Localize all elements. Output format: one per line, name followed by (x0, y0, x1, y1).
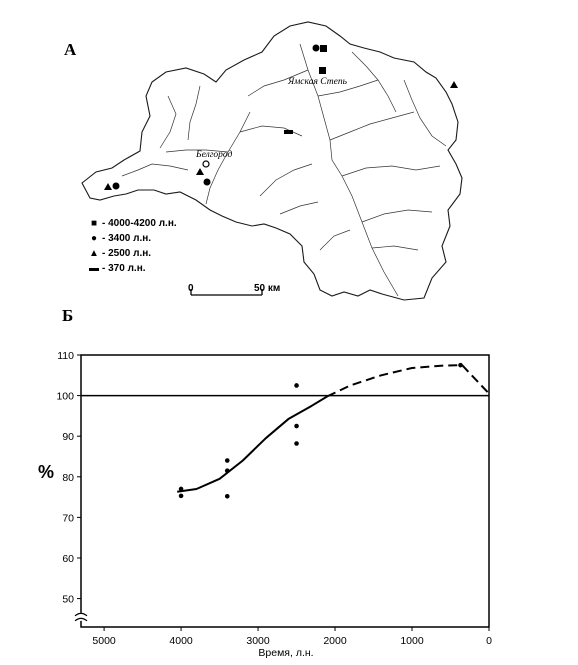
region-map: Белгород Ямская Степь 0 50 км (81, 21, 463, 301)
data-point (178, 493, 184, 499)
site-marker-dash (284, 130, 293, 134)
y-tick-label: 60 (62, 553, 74, 565)
data-point (294, 441, 299, 446)
panel-b-label: Б (62, 306, 74, 325)
legend-item-3400: ● - 3400 л.н. (88, 233, 151, 244)
site-marker-triangle (196, 168, 204, 175)
plot-frame (80, 354, 490, 628)
city-marker (202, 160, 210, 168)
x-tick-label: 1000 (400, 635, 424, 647)
region-outline (81, 21, 463, 301)
x-tick-label: 4000 (169, 635, 193, 647)
dash-icon: ▬ (89, 263, 99, 274)
y-tick-label: 100 (56, 391, 74, 403)
triangle-icon: ▲ (89, 248, 99, 259)
x-tick-label: 0 (486, 635, 492, 647)
y-axis-title: % (38, 462, 54, 482)
site-marker-circle (312, 44, 320, 52)
axis-break-mark (74, 617, 88, 622)
site-marker-square (320, 45, 327, 52)
y-tick-label: 70 (62, 512, 74, 524)
panel-a-label: А (64, 40, 77, 59)
data-point (458, 362, 463, 368)
data-point (294, 383, 299, 388)
site-marker-square (319, 67, 326, 74)
data-point (294, 423, 299, 429)
y-tick-label: 110 (57, 350, 74, 362)
square-icon: ■ (90, 218, 98, 229)
x-axis-title: Время, л.н. (258, 647, 313, 659)
legend-item-2500: ▲ - 2500 л.н. (89, 248, 152, 259)
yamskaya-step-label: Ямская Степь (287, 77, 348, 87)
axis-break-mark (74, 612, 88, 617)
y-tick-label: 80 (62, 472, 74, 484)
x-tick-label: 5000 (92, 635, 116, 647)
legend-item-370: ▬ - 370 л.н. (89, 263, 146, 274)
scale-end-label: 50 км (254, 283, 280, 294)
site-marker-circle (203, 178, 211, 186)
river-network (121, 43, 447, 297)
y-tick-label: 50 (62, 594, 74, 606)
legend-item-4000: ■ - 4000-4200 л.н. (88, 218, 177, 229)
site-marker-triangle (104, 183, 112, 190)
x-tick-label: 3000 (246, 635, 270, 647)
scale-start-label: 0 (188, 283, 194, 294)
axis-break-gap (77, 612, 85, 621)
trend-line-dashed (326, 364, 490, 398)
y-tick-label: 90 (62, 431, 74, 443)
x-tick-label: 2000 (323, 635, 347, 647)
city-label-belgorod: Белгород (195, 149, 233, 160)
site-marker-circle (112, 182, 120, 190)
data-point (224, 458, 230, 463)
site-marker-triangle (450, 81, 458, 88)
circle-icon: ● (90, 233, 98, 244)
data-point (224, 493, 230, 499)
trend-line-solid (177, 395, 328, 493)
